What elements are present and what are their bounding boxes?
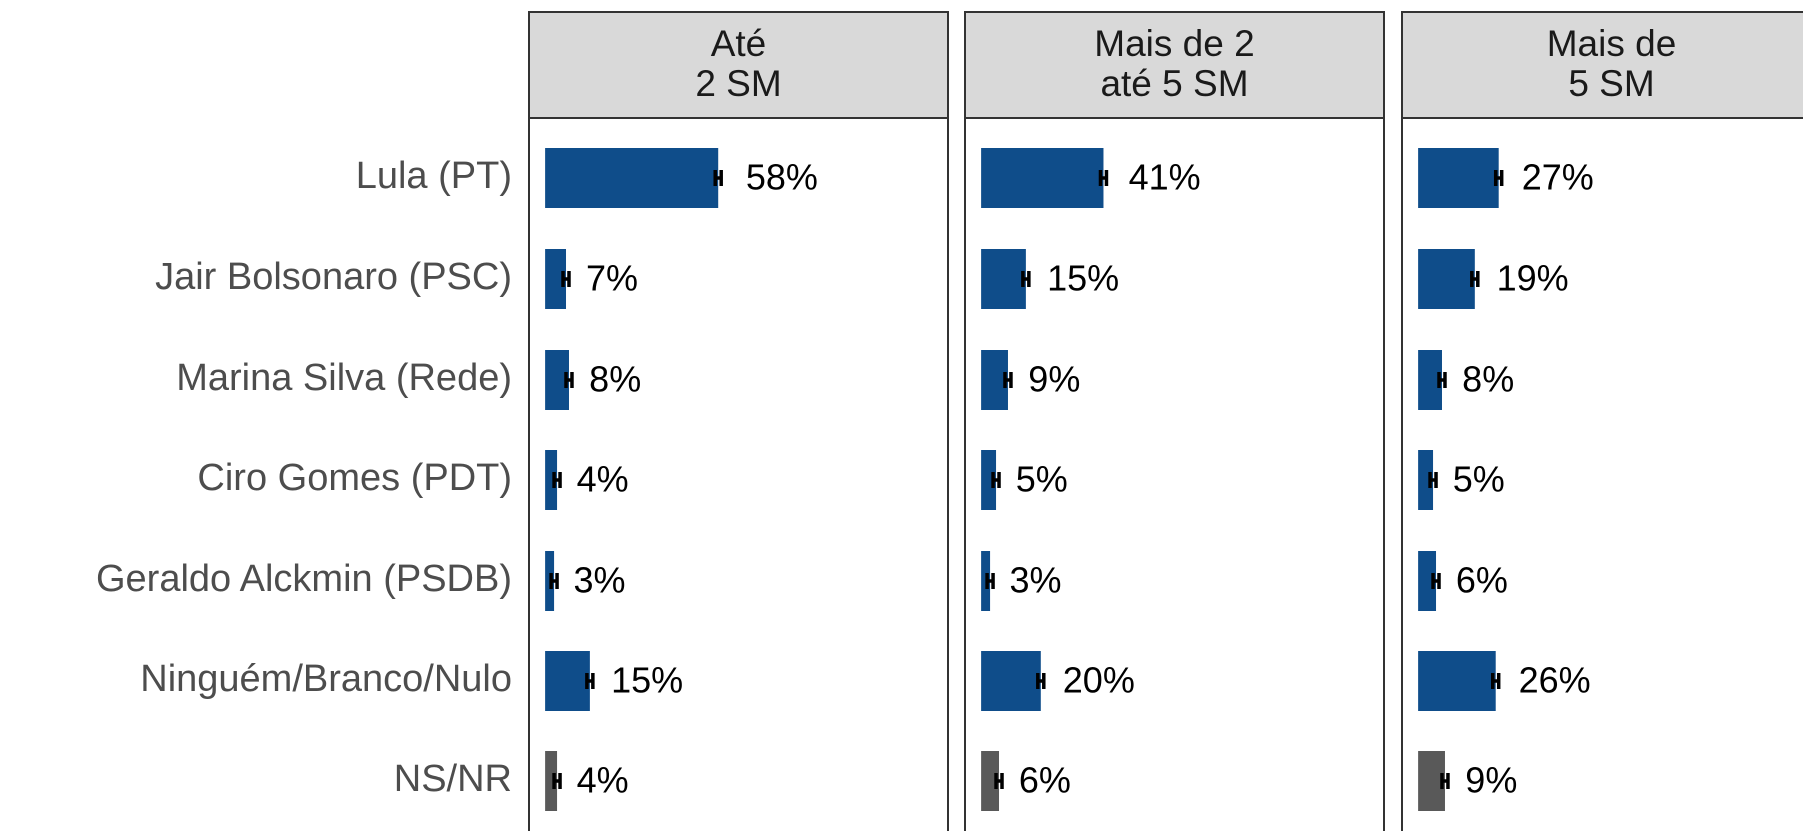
error-bar [713,170,723,186]
y-tick-label: Geraldo Alckmin (PSDB) [96,558,512,600]
bar [1418,148,1499,208]
panel-frame [964,117,1385,831]
bar [545,249,567,309]
panel-title: 2 SM [695,63,781,104]
bar [545,751,558,811]
panel-strip [1401,11,1803,119]
value-label: 6% [1456,560,1508,601]
y-tick-label: Lula (PT) [356,155,512,197]
error-bar [552,773,562,789]
bar [545,148,719,208]
bar [1418,249,1475,309]
bar [1418,450,1434,510]
y-tick-label: Ninguém/Branco/Nulo [140,658,512,700]
error-bar [1440,773,1450,789]
error-bar [564,372,574,388]
value-label: 3% [574,560,626,601]
value-label: 15% [611,660,683,701]
value-label: 15% [1047,258,1119,299]
error-bar [1036,673,1046,689]
bar [981,751,1000,811]
value-label: 9% [1028,359,1080,400]
value-label: 20% [1063,660,1135,701]
y-tick-label: NS/NR [394,758,512,800]
panel-strip [528,11,949,119]
error-bar [1470,271,1480,287]
value-label: 5% [1453,459,1505,500]
panel-title: Até [711,23,767,64]
bar [981,148,1104,208]
value-label: 4% [577,760,629,801]
value-label: 7% [586,258,638,299]
panel-title: Mais de 2 [1094,23,1254,64]
y-tick-label: Ciro Gomes (PDT) [197,457,512,499]
value-label: 26% [1519,660,1591,701]
error-bar [561,271,571,287]
error-bar [991,472,1001,488]
value-label: 6% [1019,760,1071,801]
panel-title: Mais de [1547,23,1677,64]
error-bar [1490,673,1501,689]
value-label: 19% [1497,258,1569,299]
panel-frame [1401,117,1803,831]
panel-frame [528,117,949,831]
bar [545,350,569,410]
value-label: 5% [1016,459,1068,500]
bar [1418,350,1442,410]
value-label: 8% [589,359,641,400]
value-label: 27% [1522,157,1594,198]
value-label: 8% [1462,359,1514,400]
bar [545,651,590,711]
error-bar [585,673,595,689]
bar [545,450,558,510]
error-bar [1437,372,1447,388]
error-bar [549,573,559,589]
error-bar [552,472,562,488]
error-bar [1493,170,1504,186]
value-label: 9% [1465,760,1517,801]
value-label: 58% [746,157,818,198]
y-tick-label: Jair Bolsonaro (PSC) [155,256,512,298]
error-bar [1003,372,1013,388]
error-bar [1428,472,1438,488]
error-bar [1098,170,1109,186]
error-bar [985,573,995,589]
value-label: 41% [1129,157,1201,198]
error-bar [994,773,1004,789]
panel-title: até 5 SM [1100,63,1248,104]
bar [1418,551,1437,611]
value-label: 4% [577,459,629,500]
bar [981,651,1041,711]
panel-title: 5 SM [1568,63,1654,104]
bar [981,249,1026,309]
bar [1418,651,1496,711]
bar [981,450,997,510]
y-tick-label: Marina Silva (Rede) [176,357,512,399]
error-bar [1431,573,1441,589]
error-bar [1021,271,1031,287]
value-label: 3% [1010,560,1062,601]
